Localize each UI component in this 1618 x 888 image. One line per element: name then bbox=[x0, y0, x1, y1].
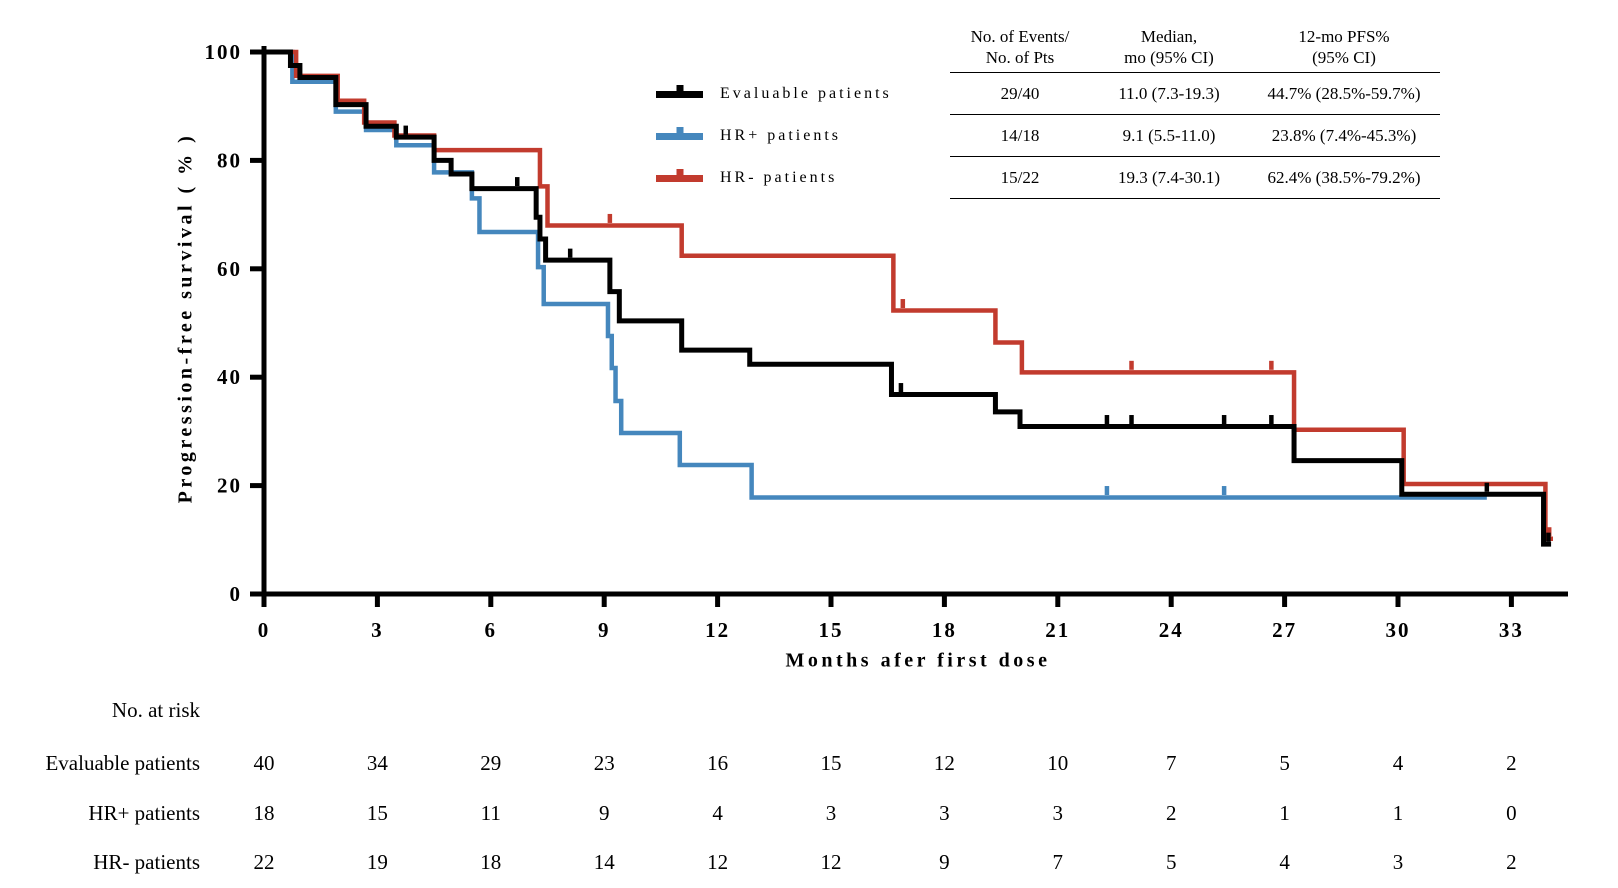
at-risk-count: 3 bbox=[1392, 850, 1404, 874]
at-risk-count: 4 bbox=[712, 800, 723, 825]
y-tick-label: 0 bbox=[230, 582, 243, 606]
at-risk-count: 5 bbox=[1279, 751, 1290, 775]
legend-label: HR- patients bbox=[720, 169, 838, 186]
at-risk-count: 12 bbox=[707, 850, 729, 874]
x-tick-label: 27 bbox=[1272, 618, 1297, 642]
x-tick-label: 30 bbox=[1386, 618, 1411, 642]
x-tick-label: 6 bbox=[485, 618, 498, 642]
y-axis-title: Progression-free survival ( % ) bbox=[174, 132, 197, 504]
stats-header-cell: 12-mo PFS% (95% CI) bbox=[1298, 27, 1390, 67]
at-risk-count: 18 bbox=[480, 850, 502, 874]
at-risk-count: 3 bbox=[1052, 800, 1064, 825]
at-risk-count: 9 bbox=[939, 850, 950, 874]
x-tick-label: 33 bbox=[1499, 618, 1524, 642]
at-risk-count: 19 bbox=[366, 850, 388, 874]
stats-cell: 15/22 bbox=[1000, 167, 1040, 187]
stats-row-hr-patients: 14/18 9.1 (5.5-11.0) 23.8% (7.4%-45.3%) bbox=[950, 115, 1440, 157]
legend-item-hr-patients: HR+ patients bbox=[656, 115, 892, 157]
at-risk-count: 34 bbox=[366, 751, 388, 775]
stats-cell: 44.7% (28.5%-59.7%) bbox=[1267, 83, 1421, 103]
at-risk-count: 9 bbox=[598, 800, 610, 825]
stats-header-cell: No. of Events/ No. of Pts bbox=[970, 27, 1070, 67]
y-tick-label: 100 bbox=[205, 40, 243, 64]
stats-table-header: No. of Events/ No. of Pts Median, mo (95%… bbox=[950, 26, 1440, 73]
stats-header-cell: Median, mo (95% CI) bbox=[1124, 27, 1214, 67]
at-risk-count: 14 bbox=[593, 850, 615, 874]
x-tick-label: 0 bbox=[258, 618, 271, 642]
stats-cell: 23.8% (7.4%-45.3%) bbox=[1271, 125, 1417, 145]
at-risk-count: 12 bbox=[820, 850, 842, 874]
at-risk-count: 1 bbox=[1279, 800, 1290, 825]
at-risk-count: 29 bbox=[480, 751, 502, 775]
y-tick-label: 60 bbox=[217, 257, 242, 281]
curve-hr-patients bbox=[264, 49, 1553, 541]
at-risk-count: 16 bbox=[707, 751, 729, 775]
x-tick-label: 3 bbox=[371, 618, 384, 642]
at-risk-count: 22 bbox=[253, 850, 275, 874]
legend-item-hr-patients: HR- patients bbox=[656, 157, 892, 199]
stats-row-hr-patients: 15/22 19.3 (7.4-30.1) 62.4% (38.5%-79.2%) bbox=[950, 157, 1440, 199]
legend-censor-tick-icon bbox=[676, 84, 683, 95]
x-tick-label: 9 bbox=[598, 618, 611, 642]
y-tick-label: 80 bbox=[217, 148, 242, 172]
x-axis-title: Months afer first dose bbox=[785, 649, 1051, 672]
x-tick-label: 24 bbox=[1159, 618, 1184, 642]
x-tick-label: 12 bbox=[705, 618, 730, 642]
at-risk-count: 15 bbox=[820, 751, 842, 775]
at-risk-row-label: HR+ patients bbox=[88, 800, 200, 825]
y-tick-label: 40 bbox=[217, 365, 242, 389]
stats-table: No. of Events/ No. of Pts Median, mo (95%… bbox=[950, 26, 1440, 199]
at-risk-count: 1 bbox=[1392, 800, 1404, 825]
stats-cell: 29/40 bbox=[1000, 83, 1040, 103]
at-risk-title: No. at risk bbox=[111, 698, 200, 722]
x-tick-label: 15 bbox=[819, 618, 844, 642]
at-risk-count: 10 bbox=[1047, 751, 1069, 775]
at-risk-count: 2 bbox=[1506, 751, 1517, 775]
at-risk-count: 40 bbox=[253, 751, 275, 775]
stats-cell: 19.3 (7.4-30.1) bbox=[1118, 167, 1220, 187]
at-risk-count: 4 bbox=[1392, 751, 1404, 775]
legend-label: Evaluable patients bbox=[720, 85, 892, 102]
at-risk-count: 2 bbox=[1506, 850, 1517, 874]
stats-cell: 9.1 (5.5-11.0) bbox=[1122, 125, 1216, 145]
at-risk-count: 7 bbox=[1165, 751, 1177, 775]
at-risk-count: 5 bbox=[1165, 850, 1177, 874]
at-risk-count: 12 bbox=[933, 751, 955, 775]
x-tick-label: 18 bbox=[932, 618, 957, 642]
at-risk-count: 15 bbox=[366, 800, 388, 825]
stats-row-evaluable-patients: 29/40 11.0 (7.3-19.3) 44.7% (28.5%-59.7%) bbox=[950, 73, 1440, 115]
legend-censor-tick-icon bbox=[676, 168, 683, 179]
legend-censor-tick-icon bbox=[676, 126, 683, 137]
x-tick-label: 21 bbox=[1045, 618, 1070, 642]
at-risk-row-label: Evaluable patients bbox=[45, 751, 200, 775]
at-risk-count: 18 bbox=[253, 800, 275, 825]
at-risk-count: 7 bbox=[1052, 850, 1064, 874]
legend-marker-hr-patients bbox=[656, 168, 703, 182]
at-risk-count: 2 bbox=[1165, 800, 1177, 825]
at-risk-row-label: HR- patients bbox=[93, 850, 200, 874]
legend-marker-evaluable-patients bbox=[656, 84, 703, 98]
legend-marker-hr-patients bbox=[656, 126, 703, 140]
y-tick-label: 20 bbox=[217, 474, 242, 498]
legend: Evaluable patients HR+ patients HR- patien… bbox=[656, 73, 892, 199]
legend-label: HR+ patients bbox=[720, 127, 842, 144]
stats-cell: 62.4% (38.5%-79.2%) bbox=[1267, 167, 1421, 187]
curve-evaluable-patients bbox=[264, 49, 1552, 547]
at-risk-count: 3 bbox=[825, 800, 837, 825]
at-risk-count: 0 bbox=[1506, 800, 1517, 825]
at-risk-count: 3 bbox=[939, 800, 950, 825]
legend-item-evaluable-patients: Evaluable patients bbox=[656, 73, 892, 115]
at-risk-count: 4 bbox=[1279, 850, 1290, 874]
stats-cell: 14/18 bbox=[1000, 125, 1040, 145]
at-risk-count: 11 bbox=[480, 800, 501, 825]
stats-cell: 11.0 (7.3-19.3) bbox=[1118, 83, 1220, 103]
at-risk-count: 23 bbox=[593, 751, 615, 775]
